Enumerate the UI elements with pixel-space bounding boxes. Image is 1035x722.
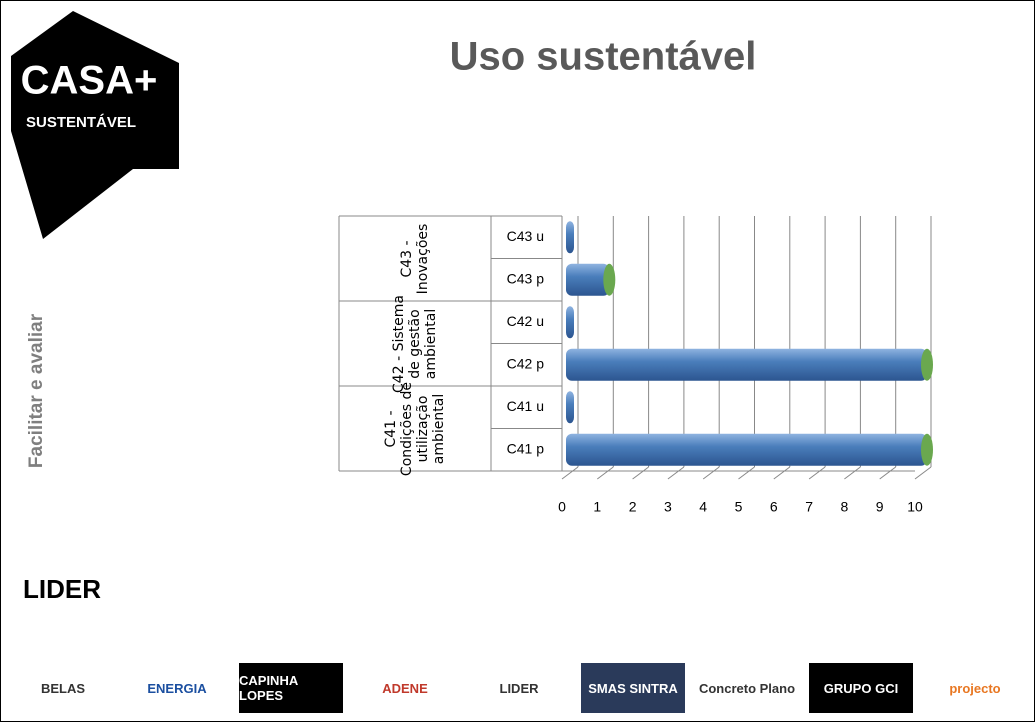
y-tick-label: C42 p [507,355,545,371]
y-tick-label: C42 u [507,313,544,329]
depth-line [808,466,826,480]
brand-sub: SUSTENTÁVEL [26,114,136,131]
depth-line [632,466,649,480]
depth-line [844,466,861,480]
depth-line [667,466,685,480]
left-logo: LIDER [23,574,101,604]
x-tick-label: 2 [629,499,637,515]
x-tick-label: 0 [558,499,566,515]
y-tick-label: C43 u [507,228,544,244]
x-tick-label: 3 [664,499,672,515]
bar [566,433,933,466]
x-tick-label: 5 [735,499,743,515]
bar [566,263,616,296]
x-tick-label: 7 [805,499,813,515]
side-text: Facilitar e avaliar [26,313,47,468]
logo: Concreto Plano [695,663,799,713]
depth-line [773,466,791,480]
logo: SMAS SINTRA [581,663,685,713]
logo: ENERGIA [125,663,229,713]
bar [566,306,574,339]
group-label: C43 - Inovações [399,223,431,294]
x-tick-label: 1 [593,499,601,515]
y-tick-label: C41 p [507,440,545,456]
x-tick-label: 8 [841,499,849,515]
bar [566,348,933,381]
brand-main: CASA+ [21,59,158,103]
brand-shape [11,11,179,239]
depth-line [879,466,897,480]
y-tick-label: C41 u [507,398,544,414]
bar [566,391,574,424]
logo: projecto [923,663,1027,713]
x-tick-label: 10 [907,499,923,515]
logo: CAPINHA LOPES [239,663,343,713]
logo: LIDER [467,663,571,713]
bar [566,221,574,254]
x-tick-label: 9 [876,499,884,515]
logo: BELAS [11,663,115,713]
logo: GRUPO GCI [809,663,913,713]
logo: ADENE [353,663,457,713]
depth-line [596,466,614,480]
x-tick-label: 6 [770,499,778,515]
title: Uso sustentável [450,35,757,79]
depth-line [702,466,720,480]
depth-line [561,466,579,480]
depth-line [914,466,932,480]
x-tick-label: 4 [699,499,707,515]
y-tick-label: C43 p [507,270,545,286]
depth-line [738,466,755,480]
